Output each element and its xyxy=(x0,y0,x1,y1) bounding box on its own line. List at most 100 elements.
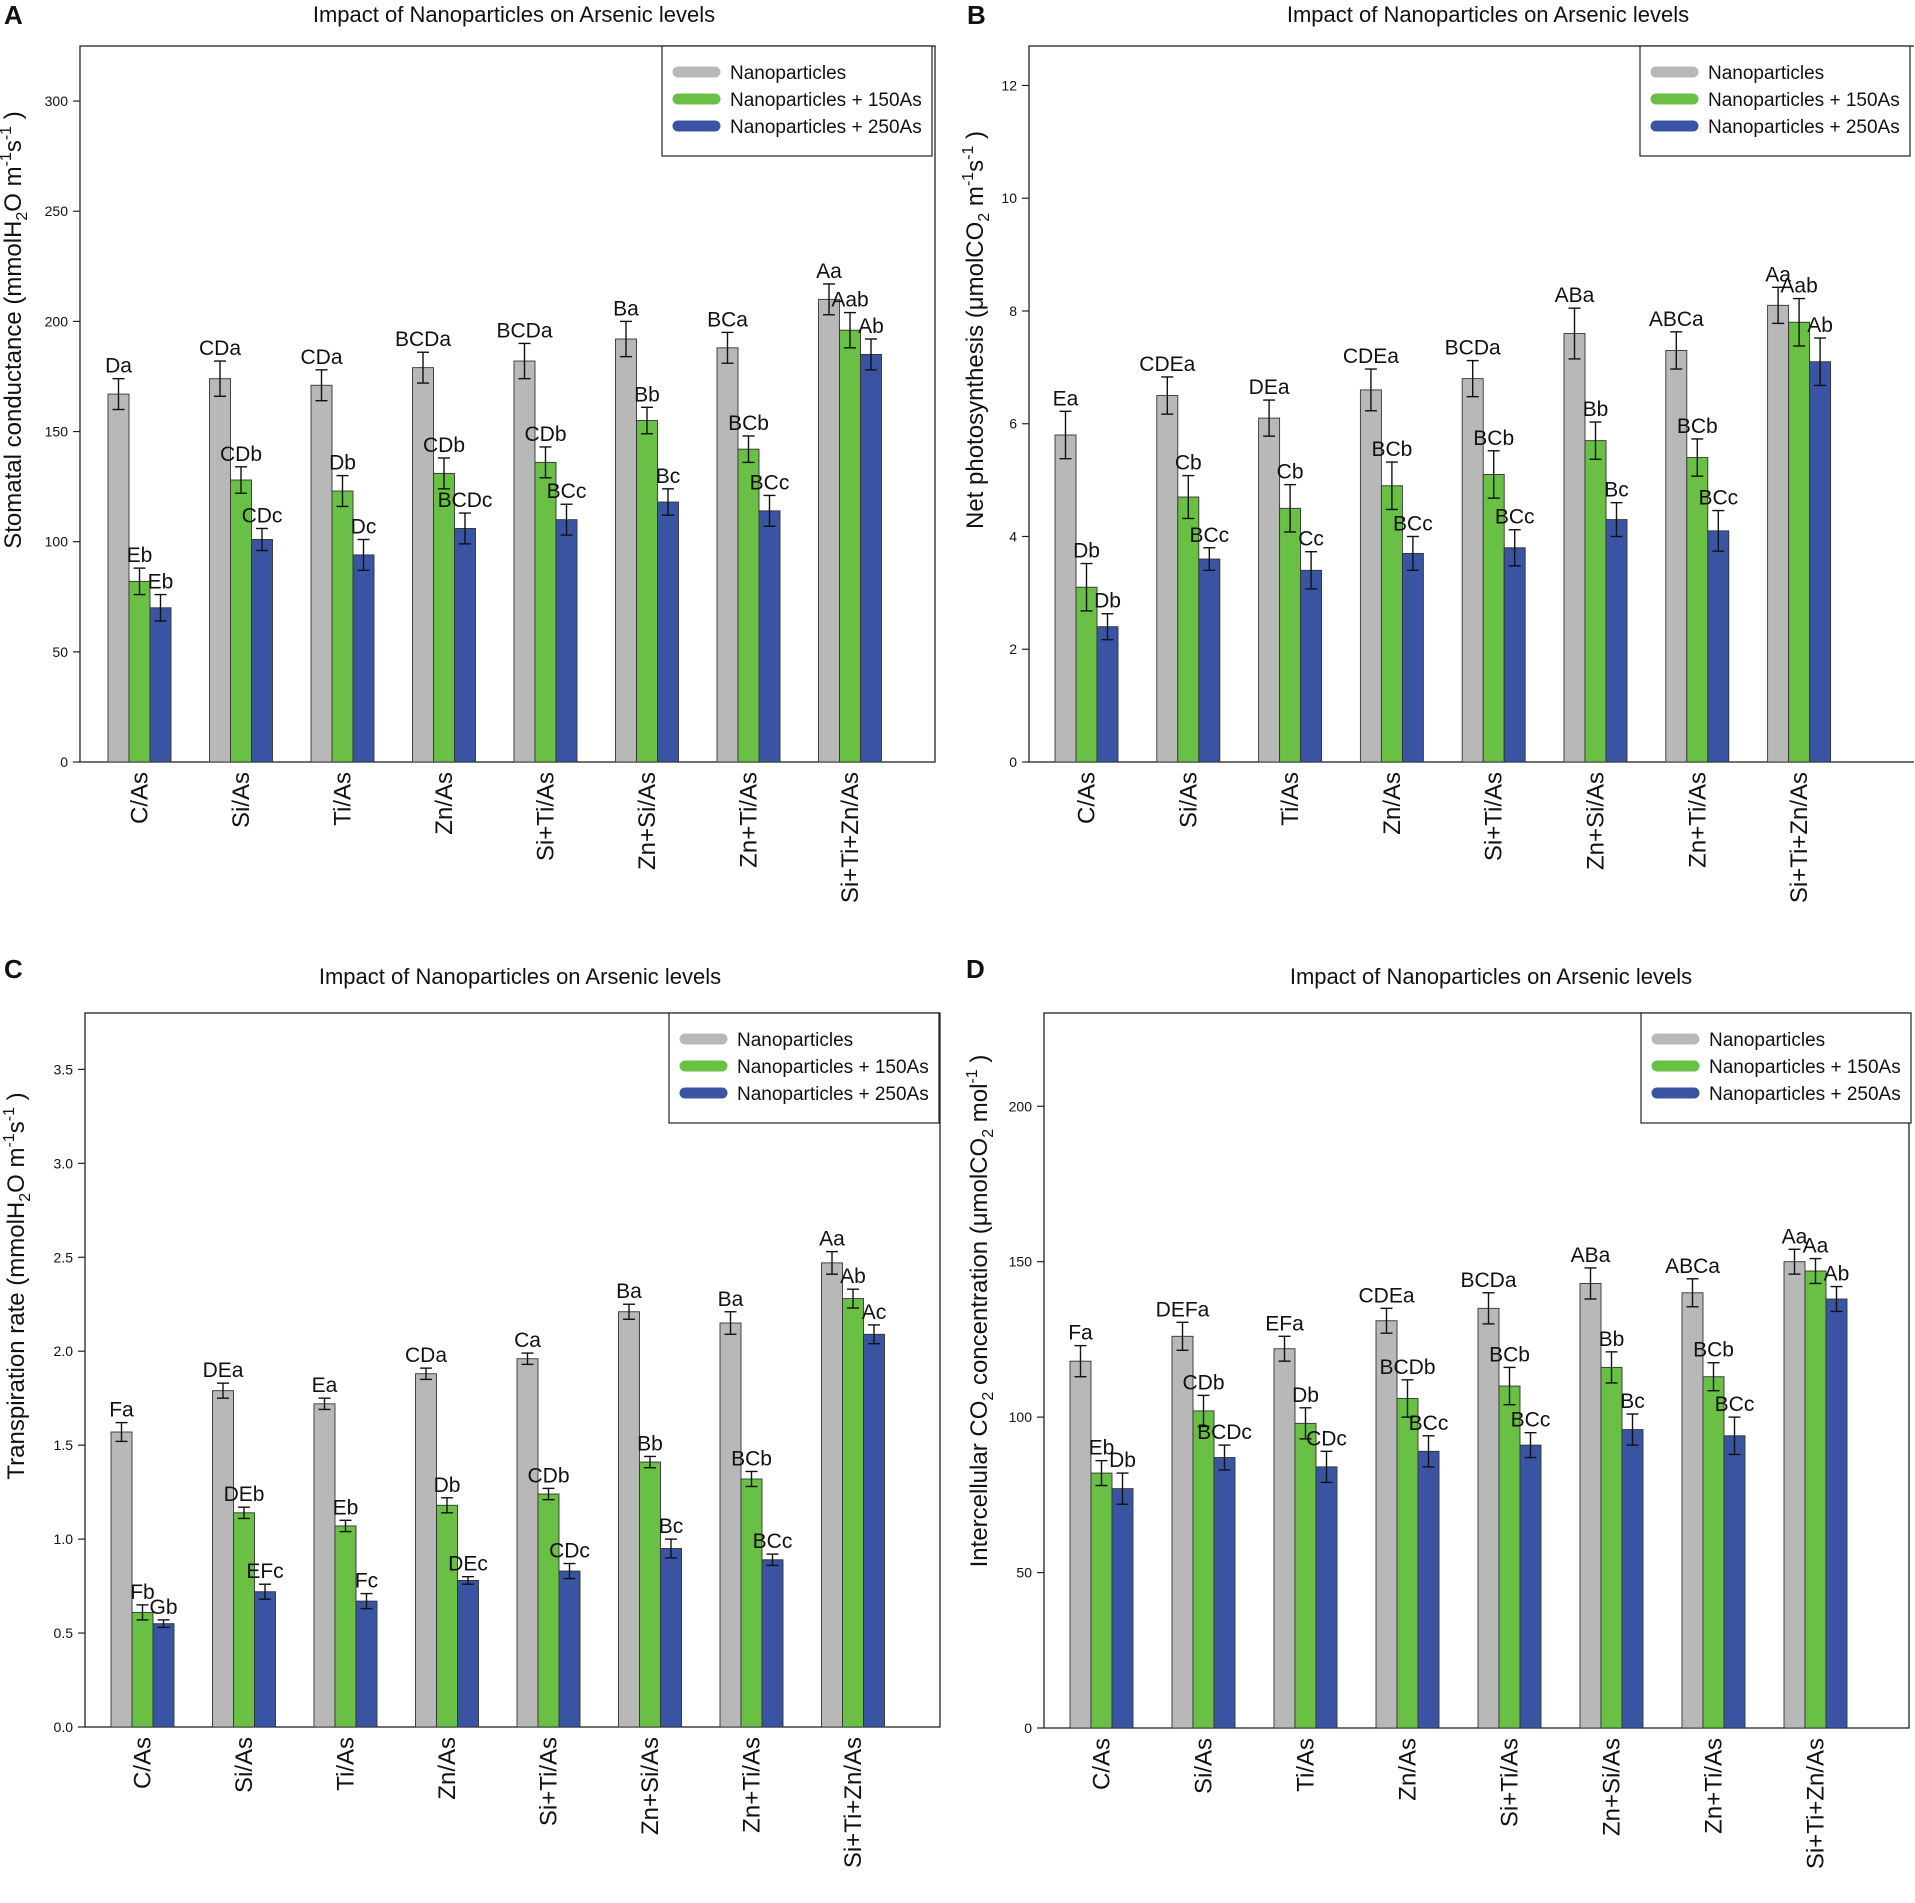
y-tick-label: 0 xyxy=(60,754,68,770)
significance-label: BCc xyxy=(1409,1412,1449,1435)
bar xyxy=(1825,1298,1848,1729)
legend-label: Nanoparticles + 250As xyxy=(1709,1084,1901,1105)
bar xyxy=(1156,395,1179,763)
x-tick-label: Ti/As xyxy=(333,1737,360,1791)
significance-label: Ab xyxy=(840,1265,866,1288)
significance-label: DEa xyxy=(203,1359,244,1382)
error-bar xyxy=(360,1592,373,1610)
significance-label: CDc xyxy=(549,1540,590,1563)
significance-label: Aab xyxy=(831,289,868,312)
significance-label: Bc xyxy=(1604,479,1629,502)
y-tick-label: 4 xyxy=(1009,528,1017,544)
bar xyxy=(513,360,536,763)
y-tick-label: 200 xyxy=(1009,1098,1033,1114)
bar xyxy=(1315,1466,1338,1729)
x-tick-label: Si+Ti/As xyxy=(1497,1738,1524,1827)
error-bar xyxy=(560,503,573,536)
bar xyxy=(355,1600,378,1728)
significance-label: Fa xyxy=(109,1399,134,1422)
error-bar xyxy=(420,1367,432,1381)
significance-label: BCb xyxy=(1489,1343,1530,1366)
x-tick-label: Zn/As xyxy=(434,1737,461,1800)
error-bar xyxy=(1814,337,1827,387)
error-bar xyxy=(1772,286,1785,325)
y-tick-label: 100 xyxy=(45,534,69,550)
bar xyxy=(1069,1360,1092,1729)
y-tick-label: 0.5 xyxy=(54,1625,74,1641)
legend-label: Nanoparticles + 250As xyxy=(1708,117,1900,138)
bar xyxy=(821,1262,843,1728)
significance-label: Db xyxy=(1094,590,1121,613)
significance-label: Eb xyxy=(127,544,153,567)
bar xyxy=(334,1525,357,1728)
legend-label: Nanoparticles + 150As xyxy=(1708,90,1900,111)
chart-title: Impact of Nanoparticles on Arsenic level… xyxy=(1290,964,1692,989)
bar xyxy=(1767,304,1790,763)
significance-label: BCDa xyxy=(1460,1269,1516,1292)
error-bar xyxy=(441,1497,453,1514)
bar xyxy=(310,384,333,763)
error-bar xyxy=(1686,1278,1699,1308)
bar xyxy=(1477,1307,1500,1729)
significance-label: DEc xyxy=(448,1553,488,1576)
significance-label: BCa xyxy=(707,308,748,331)
bar xyxy=(254,1591,276,1728)
y-axis-label: Transpiration rate (mmolH2O m-1s-1 ) xyxy=(1,1092,34,1479)
error-bar xyxy=(336,474,349,508)
error-bar xyxy=(518,342,531,380)
bar xyxy=(1584,440,1607,763)
bar xyxy=(1192,1410,1215,1729)
y-tick-label: 8 xyxy=(1009,303,1017,319)
x-tick-label: Ti/As xyxy=(330,772,357,826)
significance-label: CDc xyxy=(1306,1427,1347,1450)
bar xyxy=(1396,1398,1419,1729)
bar xyxy=(457,1579,479,1728)
error-bar xyxy=(1568,307,1581,360)
x-tick-label: C/As xyxy=(1089,1738,1116,1790)
significance-label: Eb xyxy=(148,571,174,594)
error-bar xyxy=(217,1382,229,1399)
significance-label: BCb xyxy=(1371,438,1412,461)
bar xyxy=(1375,1320,1398,1729)
error-bar xyxy=(1589,421,1602,460)
bar xyxy=(107,393,130,763)
legend-label: Nanoparticles xyxy=(730,63,846,84)
significance-label: Db xyxy=(1292,1384,1319,1407)
significance-label: ABa xyxy=(1571,1244,1611,1267)
panel-letter: D xyxy=(966,954,985,984)
bar xyxy=(555,519,578,763)
x-tick-label: Zn/As xyxy=(1395,1738,1422,1801)
significance-label: BCc xyxy=(1393,512,1433,535)
significance-label: Fa xyxy=(1068,1322,1093,1345)
bar xyxy=(110,1431,133,1728)
bar xyxy=(740,1478,763,1728)
bar xyxy=(1621,1429,1644,1729)
significance-label: Ab xyxy=(1807,314,1833,337)
error-bar xyxy=(1487,450,1500,499)
significance-label: Db xyxy=(434,1474,461,1497)
significance-label: CDc xyxy=(242,504,283,527)
significance-label: BCc xyxy=(1511,1409,1551,1432)
error-bar xyxy=(1278,1335,1291,1362)
y-tick-label: 6 xyxy=(1009,416,1017,432)
significance-label: BCc xyxy=(1698,487,1738,510)
error-bar xyxy=(1809,1257,1822,1285)
bar xyxy=(1665,349,1688,763)
bar xyxy=(842,1298,864,1728)
x-tick-label: Si+Ti/As xyxy=(1481,772,1508,861)
x-tick-label: Zn+Ti/As xyxy=(1701,1738,1728,1834)
error-bar xyxy=(459,512,471,545)
y-axis-label: Stomatal conductance (mmolH2O m-1s-1 ) xyxy=(0,111,31,549)
bar xyxy=(618,1311,640,1728)
bar xyxy=(1809,361,1832,763)
error-bar xyxy=(417,351,429,384)
legend-label: Nanoparticles + 250As xyxy=(730,117,922,138)
y-tick-label: 3.5 xyxy=(54,1061,74,1077)
bar xyxy=(415,1373,437,1728)
error-bar xyxy=(847,1288,859,1309)
bar xyxy=(1300,569,1323,763)
bar xyxy=(761,1559,784,1728)
significance-label: ABCa xyxy=(1665,1255,1720,1278)
bar xyxy=(433,472,455,763)
